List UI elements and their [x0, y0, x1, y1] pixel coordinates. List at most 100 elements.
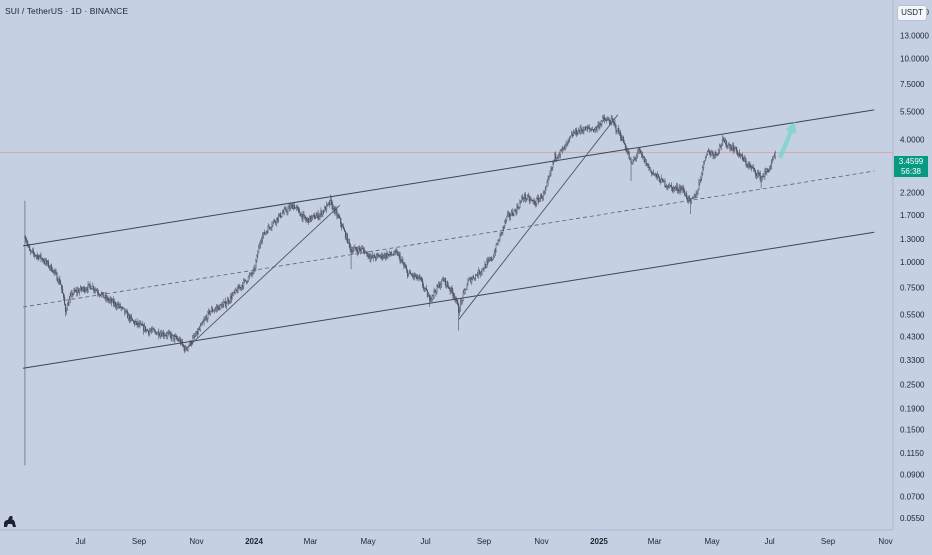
candle[interactable]	[537, 194, 539, 201]
candle[interactable]	[143, 323, 145, 335]
candle[interactable]	[468, 278, 470, 282]
candle[interactable]	[277, 213, 280, 223]
candle[interactable]	[249, 272, 251, 277]
candle[interactable]	[394, 248, 396, 256]
candle[interactable]	[671, 187, 674, 193]
candle[interactable]	[606, 117, 608, 124]
candle[interactable]	[207, 310, 209, 323]
candle[interactable]	[130, 313, 132, 322]
price-axis-panel[interactable]	[893, 0, 932, 550]
candle[interactable]	[764, 168, 766, 181]
candle[interactable]	[353, 245, 355, 252]
candle[interactable]	[83, 286, 85, 294]
candle[interactable]	[547, 175, 549, 186]
candle[interactable]	[247, 275, 249, 283]
candle[interactable]	[491, 258, 494, 262]
candle[interactable]	[264, 232, 266, 236]
candle[interactable]	[718, 148, 720, 156]
candle[interactable]	[65, 307, 67, 315]
candle[interactable]	[212, 309, 214, 312]
candle[interactable]	[717, 152, 719, 156]
candle[interactable]	[218, 305, 220, 310]
candle[interactable]	[483, 266, 485, 272]
candle[interactable]	[120, 306, 122, 312]
candle[interactable]	[146, 328, 149, 331]
candle[interactable]	[597, 121, 599, 129]
candle[interactable]	[221, 301, 223, 310]
candle[interactable]	[305, 216, 307, 223]
candle[interactable]	[721, 143, 723, 151]
candle[interactable]	[557, 153, 559, 160]
candle[interactable]	[594, 126, 596, 134]
candle[interactable]	[231, 292, 233, 300]
candle[interactable]	[330, 196, 332, 206]
candle[interactable]	[145, 326, 147, 334]
candle[interactable]	[679, 184, 681, 196]
candle[interactable]	[566, 141, 568, 147]
candle[interactable]	[760, 176, 762, 189]
candle[interactable]	[74, 287, 76, 293]
candle[interactable]	[731, 144, 733, 152]
candle[interactable]	[110, 295, 112, 304]
candle[interactable]	[741, 152, 743, 160]
candle[interactable]	[688, 195, 690, 204]
candle[interactable]	[97, 287, 99, 297]
candle[interactable]	[122, 306, 124, 310]
candle[interactable]	[401, 256, 403, 264]
candle[interactable]	[773, 152, 775, 159]
candle[interactable]	[197, 327, 199, 335]
candle[interactable]	[701, 171, 703, 182]
candle[interactable]	[601, 120, 603, 128]
candle[interactable]	[103, 296, 105, 299]
candle[interactable]	[93, 285, 95, 293]
candle[interactable]	[87, 281, 89, 294]
candle[interactable]	[263, 229, 265, 235]
candle[interactable]	[161, 329, 163, 338]
candle[interactable]	[683, 185, 685, 194]
candle[interactable]	[60, 280, 62, 286]
candle[interactable]	[319, 212, 321, 221]
candle[interactable]	[492, 254, 494, 260]
candle[interactable]	[368, 253, 370, 259]
candle[interactable]	[128, 312, 130, 322]
candle[interactable]	[210, 311, 212, 316]
candle[interactable]	[462, 289, 464, 302]
channel-lower-line[interactable]	[22, 231, 875, 369]
candle[interactable]	[73, 288, 75, 296]
candle[interactable]	[132, 319, 134, 324]
candle[interactable]	[184, 344, 186, 353]
candle[interactable]	[63, 292, 65, 302]
tradingview-logo-icon[interactable]	[2, 513, 18, 529]
candle[interactable]	[406, 264, 408, 273]
candle[interactable]	[474, 273, 477, 281]
candle[interactable]	[446, 280, 448, 288]
candle[interactable]	[389, 250, 391, 258]
candle[interactable]	[244, 278, 246, 284]
candle[interactable]	[400, 258, 402, 264]
candle[interactable]	[574, 128, 576, 136]
candle[interactable]	[268, 224, 270, 231]
candle[interactable]	[445, 281, 447, 289]
candle[interactable]	[673, 186, 675, 192]
candle[interactable]	[753, 164, 755, 173]
candle[interactable]	[317, 209, 319, 221]
candle[interactable]	[228, 300, 231, 304]
candle[interactable]	[48, 265, 50, 271]
candle[interactable]	[554, 152, 556, 162]
candle[interactable]	[106, 294, 108, 302]
candle[interactable]	[182, 343, 184, 348]
candle[interactable]	[102, 292, 104, 298]
candle[interactable]	[524, 192, 526, 203]
candle[interactable]	[474, 278, 476, 281]
candle[interactable]	[504, 219, 506, 229]
candle[interactable]	[314, 215, 316, 220]
candle[interactable]	[507, 210, 510, 218]
candle[interactable]	[391, 250, 393, 257]
candle[interactable]	[561, 145, 563, 154]
candle[interactable]	[151, 325, 153, 333]
candle[interactable]	[553, 159, 555, 165]
candle[interactable]	[366, 251, 368, 257]
candle[interactable]	[179, 336, 182, 346]
candle[interactable]	[707, 147, 709, 153]
